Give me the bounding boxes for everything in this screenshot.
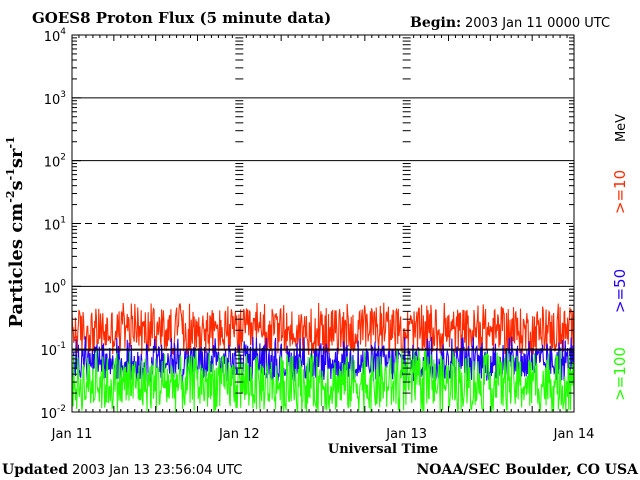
y-tick-label: 10-2 <box>40 404 66 422</box>
begin-value: 2003 Jan 11 0000 UTC <box>465 16 610 31</box>
y-tick-labels: 10-2 10-1 100 101 102 103 104 <box>40 27 66 422</box>
legend-ge10: >=10 <box>611 170 629 214</box>
series-line-ge10 <box>71 302 575 356</box>
legend-ge50: >=50 <box>611 269 629 313</box>
x-tick-labels: Jan 11 Jan 12 Jan 13 Jan 14 <box>51 427 595 442</box>
credit-text: NOAA/SEC Boulder, CO USA <box>417 462 640 478</box>
begin-label: Begin: <box>410 15 461 31</box>
y-tick-label: 102 <box>44 153 66 171</box>
y-axis-title: Particles cm-2s-1sr-1 <box>4 136 27 327</box>
tick-layer <box>72 34 574 413</box>
x-tick-label: Jan 13 <box>385 427 427 442</box>
x-tick-label: Jan 11 <box>51 427 93 442</box>
updated-value: 2003 Jan 13 23:56:04 UTC <box>72 463 242 478</box>
series-line-ge100 <box>71 349 575 412</box>
y-tick-label: 10-1 <box>40 341 66 359</box>
y-tick-label: 100 <box>44 278 67 296</box>
series-layer <box>71 302 575 412</box>
chart-title: GOES8 Proton Flux (5 minute data) <box>32 9 331 27</box>
grid-layer <box>72 97 574 351</box>
y-tick-label: 103 <box>44 90 66 108</box>
x-axis-title: Universal Time <box>328 442 438 457</box>
x-tick-label: Jan 12 <box>218 427 260 442</box>
legend-ge100: >=100 <box>611 347 629 401</box>
x-tick-label: Jan 14 <box>553 427 595 442</box>
y-tick-label: 101 <box>44 216 66 234</box>
legend-unit: MeV <box>614 114 629 142</box>
updated-label: Updated <box>2 462 68 478</box>
y-tick-label: 104 <box>44 27 67 45</box>
